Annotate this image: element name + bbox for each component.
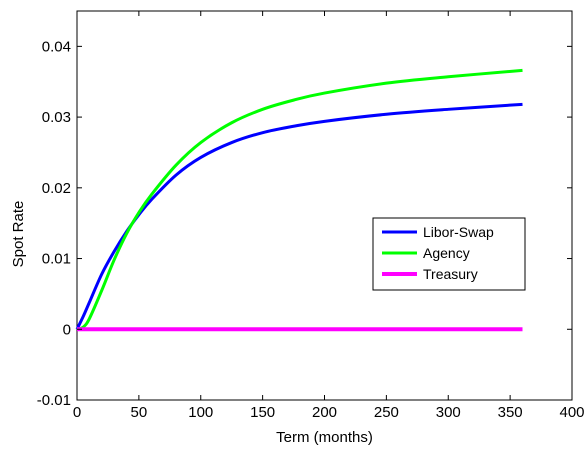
y-tick-label: 0.04: [42, 38, 71, 55]
y-tick-label: 0.01: [42, 251, 71, 268]
plot-frame: [76, 10, 573, 401]
x-tick-label: 400: [559, 404, 584, 421]
legend-label-libor-swap: Libor-Swap: [423, 224, 494, 240]
x-tick-label: 100: [188, 404, 213, 421]
x-tick-label: 50: [131, 404, 148, 421]
legend-label-treasury: Treasury: [423, 266, 478, 282]
series-layer: [75, 68, 523, 332]
series-line-agency: [76, 68, 523, 331]
legend-label-agency: Agency: [423, 245, 470, 261]
y-tick-label: 0.02: [42, 180, 71, 197]
tick-layer: 0 50 100 150 200 250 300 350 400-0.0100.010.020.…: [37, 11, 585, 421]
x-tick-label: 250: [374, 404, 399, 421]
x-tick-label: 350: [498, 404, 523, 421]
x-axis-label: Term (months): [276, 429, 373, 446]
series-line-libor-swap: [75, 102, 523, 330]
x-tick-label: 300: [436, 404, 461, 421]
y-tick-label: -0.01: [37, 392, 71, 409]
plot-area-border: [76, 10, 573, 401]
x-tick-label: 150: [250, 404, 275, 421]
y-tick-label: 0.03: [42, 109, 71, 126]
x-tick-label: 200: [312, 404, 337, 421]
y-tick-label: 0: [63, 321, 71, 338]
y-axis-label: Spot Rate: [10, 201, 27, 268]
x-tick-label: 0: [73, 404, 81, 421]
legend: Libor-Swap Agency Treasury: [372, 217, 526, 291]
